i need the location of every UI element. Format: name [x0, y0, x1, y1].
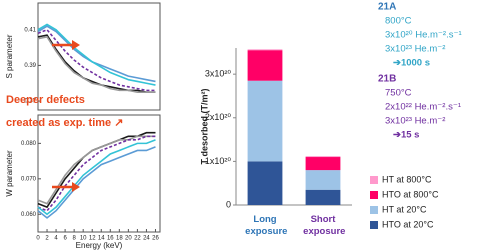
info-line: 750°C — [385, 88, 412, 99]
data-line — [37, 146, 156, 219]
annotation: Deeper defects — [6, 94, 85, 106]
arrow-head — [72, 182, 80, 192]
data-line — [37, 139, 156, 216]
x-tick-label: 14 — [98, 236, 105, 242]
y-axis-label: W parameter — [5, 150, 14, 197]
y-tick-label: 2x10²⁰ — [205, 112, 232, 122]
info-line: ➔1000 s — [393, 58, 430, 69]
annotation: created as exp. time ↗ — [6, 117, 123, 129]
y-tick-label: 1x10²⁰ — [205, 156, 232, 166]
bar-segment — [247, 50, 283, 81]
info-line: 2x10²² He.m⁻².s⁻¹ — [385, 102, 461, 113]
y-tick-label: 0.060 — [21, 212, 37, 218]
x-tick-label: 4 — [54, 236, 58, 242]
data-line — [37, 28, 156, 92]
legend-label: HTO at 800°C — [382, 189, 439, 199]
info-line: 3x10²³ He.m⁻² — [385, 116, 445, 127]
y-tick-label: 3x10²⁰ — [205, 69, 232, 79]
x-tick-label: 8 — [72, 236, 76, 242]
bar-segment — [305, 189, 341, 205]
legend-label: HTO at 20°C — [382, 219, 434, 229]
x-tick-label: 6 — [63, 236, 67, 242]
plot-frame — [37, 114, 161, 233]
bar-segment — [305, 156, 341, 158]
data-line — [37, 135, 156, 212]
y-tick-label: 0.070 — [21, 176, 37, 182]
x-tick-label: 24 — [143, 236, 150, 242]
info-line: 3x10²³ He.m⁻² — [385, 44, 445, 55]
x-tick-label: 18 — [116, 236, 123, 242]
legend-swatch — [370, 191, 378, 199]
info-title: 21B — [378, 74, 396, 85]
bar-segment — [247, 49, 283, 51]
info-line: 3x10²⁰ He.m⁻².s⁻¹ — [385, 30, 462, 41]
bar-segment — [247, 161, 283, 205]
x-tick-label: 2 — [45, 236, 49, 242]
x-tick-label: 26 — [152, 236, 159, 242]
x-tick-label: 10 — [80, 236, 87, 242]
y-tick-label: 0.37 — [24, 99, 36, 105]
legend-swatch — [370, 176, 378, 184]
info-title: 21A — [378, 2, 396, 13]
x-tick-label: Short exposure — [301, 214, 346, 237]
plot-frame — [37, 2, 161, 111]
legend-label: HT at 800°C — [382, 174, 432, 184]
legend-label: HT at 20°C — [382, 204, 427, 214]
data-line — [37, 35, 156, 93]
bar-segment — [305, 157, 341, 171]
bar-segment — [305, 170, 341, 190]
bar-segment — [247, 80, 283, 162]
x-axis-label: Energy (keV) — [76, 241, 123, 250]
x-tick-label: 20 — [125, 236, 132, 242]
y-tick-label: 0.41 — [24, 27, 36, 33]
arrow-head — [72, 40, 80, 50]
legend-swatch — [370, 206, 378, 214]
x-tick-label: Long exposure — [243, 214, 288, 237]
y-tick-label: 0.39 — [24, 63, 36, 69]
x-tick-label: 0 — [36, 236, 40, 242]
y-axis-label: S parameter — [5, 34, 14, 78]
y-tick-label: 0.080 — [21, 141, 37, 147]
y-tick-label: 0 — [226, 199, 231, 209]
data-line — [37, 25, 156, 83]
legend-swatch — [370, 221, 378, 229]
info-line: ➔15 s — [393, 130, 419, 141]
data-line — [37, 23, 156, 86]
x-tick-label: 22 — [134, 236, 141, 242]
x-tick-label: 12 — [89, 236, 96, 242]
info-line: 800°C — [385, 16, 412, 27]
x-tick-label: 16 — [107, 236, 114, 242]
data-line — [37, 34, 156, 93]
y-axis-label: T desorbed (T/m²) — [199, 88, 209, 164]
